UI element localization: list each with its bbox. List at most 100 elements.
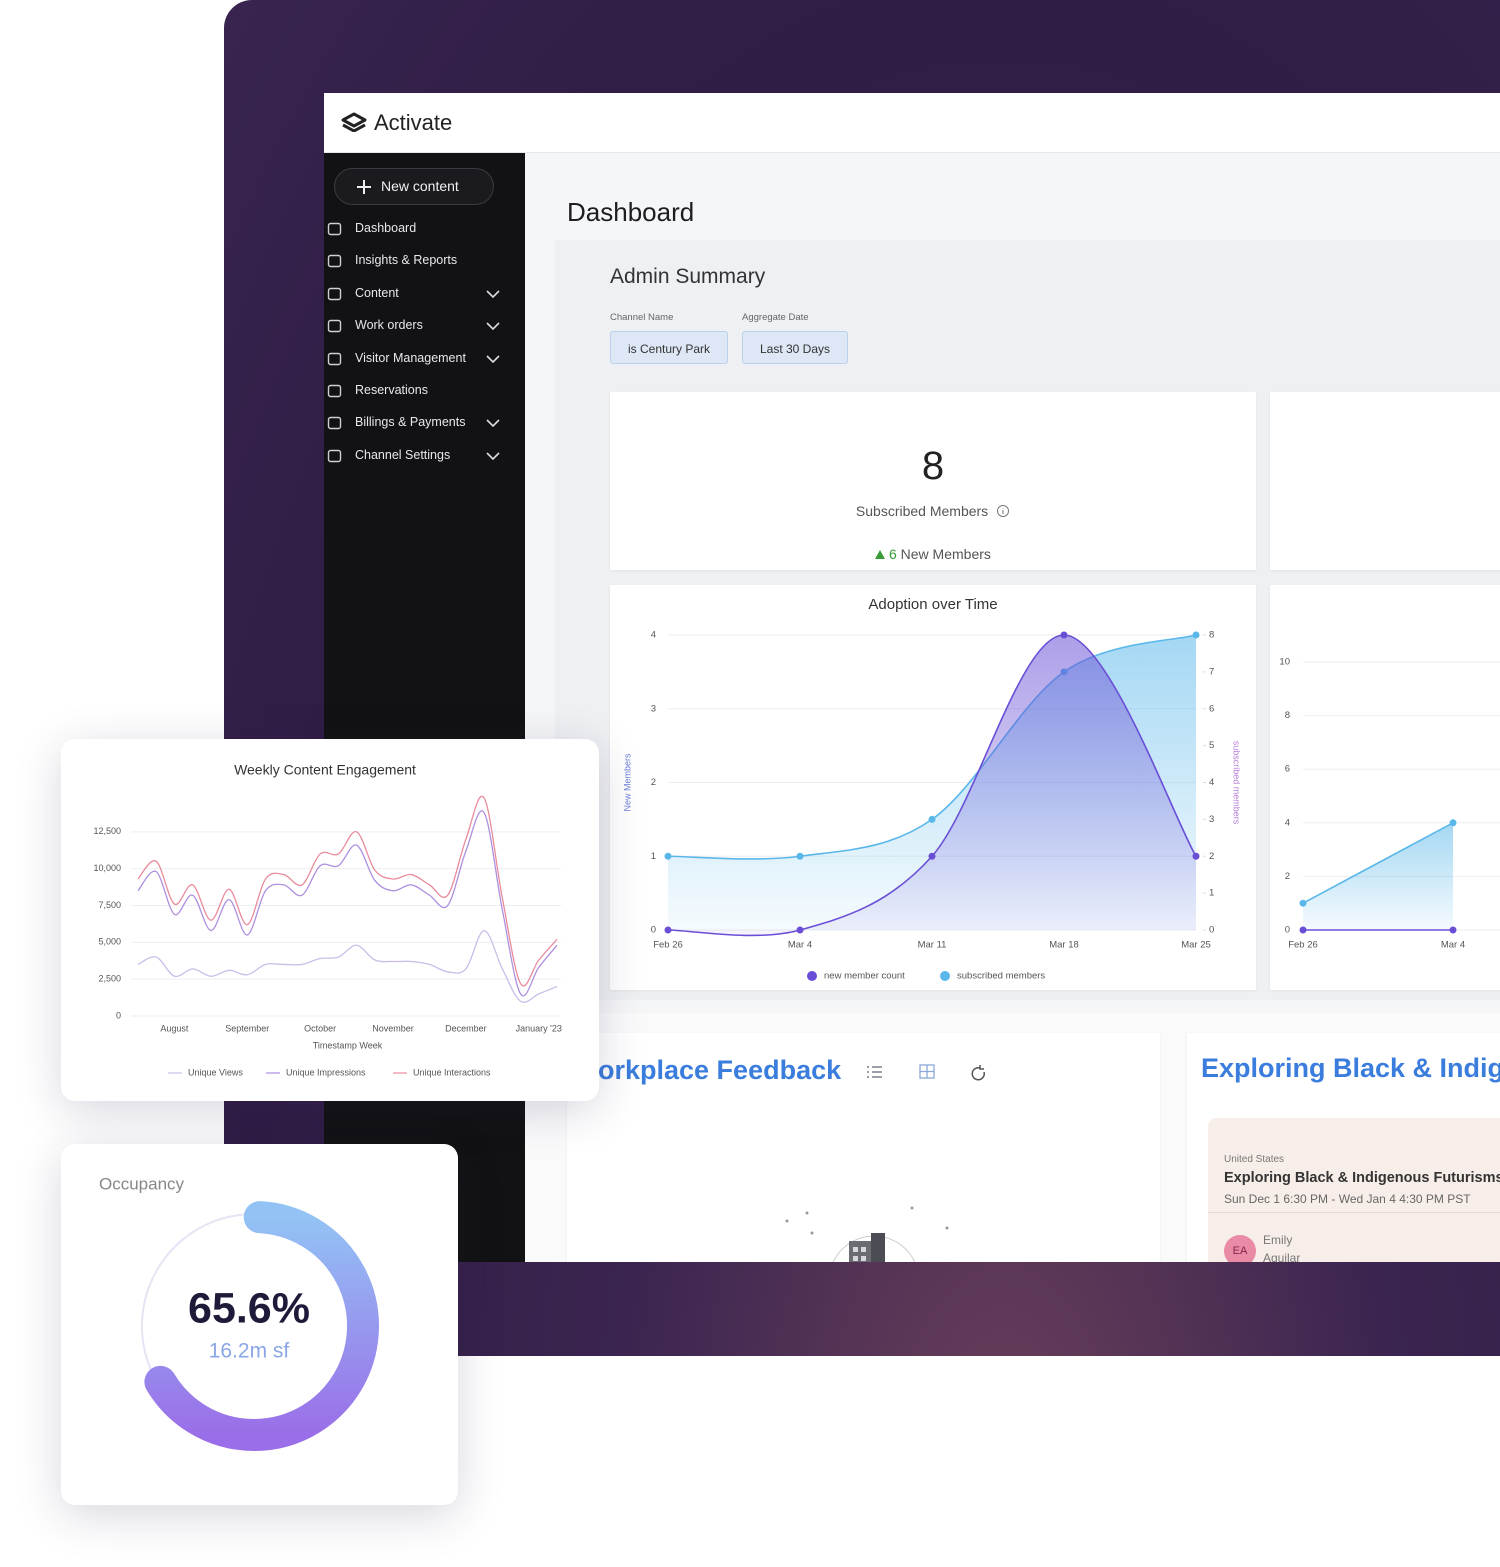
y-tick-label: 3	[651, 703, 656, 714]
chart-card: 0 2 4 6 8 10 Feb 26 Mar 4	[1270, 585, 1500, 990]
legend-label: Unique Views	[188, 1067, 243, 1077]
x-tick-label: December	[445, 1023, 487, 1033]
filter-pill[interactable]: Last 30 Days	[742, 331, 848, 364]
y-tick-label: 2	[651, 777, 656, 788]
nav-item[interactable]: Visitor Management	[324, 347, 525, 371]
nav-label: Visitor Management	[355, 350, 466, 365]
nav-icon	[327, 287, 342, 300]
legend-label: subscribed members	[957, 971, 1045, 982]
x-tick-label: Mar 18	[1049, 940, 1079, 951]
line	[1302, 822, 1454, 904]
chevron[interactable]	[486, 419, 500, 428]
nav-icon	[327, 255, 342, 268]
nav-item[interactable]: Dashboard	[324, 217, 525, 241]
toolbar-icons	[867, 1064, 985, 1081]
events-title: Exploring Black & Indigenous Futurisms	[1201, 1053, 1500, 1083]
nav-item[interactable]: Work orders	[324, 314, 525, 338]
point	[1192, 631, 1200, 639]
gauge-arc	[144, 1201, 379, 1451]
x-tick-label: Mar 4	[1441, 940, 1465, 951]
line	[137, 929, 558, 1003]
x-axis-label: Timestamp Week	[313, 1040, 383, 1050]
occupancy-card: Occupancy 65.6% 16.2m sf	[61, 1144, 458, 1505]
nav-item[interactable]: Content	[324, 282, 525, 306]
chevron[interactable]	[486, 355, 500, 364]
logo-icon	[341, 112, 367, 132]
nav-icon	[327, 417, 342, 430]
y-tick-label: 10,000	[93, 863, 121, 873]
nav-icon	[327, 352, 342, 365]
y-tick-label: 2	[1285, 871, 1290, 882]
new-content-button[interactable]: New content	[334, 168, 494, 205]
x-tick-label: Feb 26	[653, 940, 683, 951]
y-tick-label: 0	[116, 1010, 121, 1020]
stat-value: 8	[921, 444, 945, 488]
filter-pill[interactable]: is Century Park	[610, 331, 728, 364]
area	[668, 635, 1196, 936]
y-tick-label: 6	[1285, 764, 1290, 775]
y-tick-label: 10	[1279, 657, 1290, 668]
info-icon[interactable]	[996, 504, 1010, 518]
refresh-icon[interactable]	[971, 1065, 985, 1081]
list-icon[interactable]	[867, 1066, 882, 1078]
chart-card: Adoption over Time 0 1 2 3 4 0 1 2 3 4 5 6 7 8 Feb 26 Ma…	[610, 585, 1256, 990]
grid-icon[interactable]	[919, 1064, 935, 1079]
point	[796, 852, 804, 860]
feedback-title: Workplace Feedback	[597, 1055, 842, 1085]
engagement-card: Weekly Content Engagement 0 2,500 5,000 7,50…	[61, 739, 599, 1101]
point	[1299, 899, 1307, 907]
building-illustration	[785, 1206, 949, 1262]
page-title: Dashboard	[567, 197, 695, 227]
y-axis-label: New Members	[622, 753, 632, 812]
y-tick-label: 4	[1285, 817, 1290, 828]
point	[1449, 926, 1457, 934]
engagement-chart: Weekly Content Engagement 0 2,500 5,000 7,50…	[93, 762, 562, 1078]
point	[664, 926, 672, 934]
y2-tick-label: 5	[1209, 740, 1214, 751]
y-tick-label: 2,500	[98, 974, 121, 984]
chevron[interactable]	[486, 290, 500, 299]
event-dates: Sun Dec 1 6:30 PM - Wed Jan 4 4:30 PM PS…	[1224, 1192, 1471, 1206]
point	[928, 815, 936, 823]
point	[796, 926, 804, 934]
y2-tick-label: 2	[1209, 851, 1214, 862]
area	[1303, 822, 1453, 930]
x-tick-label: January '23	[516, 1023, 562, 1033]
y2-tick-label: 3	[1209, 814, 1214, 825]
stat-label-text: Subscribed Members	[855, 503, 989, 519]
chart-title: Weekly Content Engagement	[234, 762, 416, 778]
y2-axis-label: subscribed members	[1232, 741, 1242, 825]
line	[137, 810, 558, 997]
nav-label: Billings & Payments	[355, 415, 466, 430]
x-tick-label: September	[225, 1023, 269, 1033]
occupancy-gauge: Occupancy 65.6% 16.2m sf	[99, 1174, 379, 1451]
gauge-area: 16.2m sf	[209, 1340, 290, 1363]
nav-item[interactable]: Reservations	[324, 379, 525, 403]
point	[1449, 819, 1457, 827]
point	[1192, 852, 1200, 860]
nav-label: Insights & Reports	[355, 253, 458, 268]
chevron[interactable]	[486, 322, 500, 331]
nav-item[interactable]: Billings & Payments	[324, 411, 525, 435]
nav-item[interactable]: Channel Settings	[324, 444, 525, 468]
legend-marker	[940, 971, 950, 981]
y2-tick-label: 7	[1209, 666, 1214, 677]
chevron[interactable]	[486, 452, 500, 461]
y-tick-label: 4	[651, 630, 656, 641]
nav-item[interactable]: Insights & Reports	[324, 249, 525, 273]
host-first-name: Emily	[1263, 1233, 1293, 1247]
x-tick-label: Mar 4	[788, 940, 812, 951]
stat-card	[1270, 392, 1500, 570]
y-tick-label: 7,500	[98, 900, 121, 910]
nav-icon	[327, 222, 342, 236]
event-card[interactable]: United States Exploring Black & Indigeno…	[1208, 1118, 1500, 1262]
y-tick-label: 1	[651, 851, 656, 862]
divider	[1208, 1212, 1500, 1213]
y-tick-label: 12,500	[93, 826, 121, 836]
y2-tick-label: 4	[1209, 777, 1214, 788]
delta-label: New Members	[900, 546, 991, 562]
nav-label: Content	[355, 285, 399, 300]
event-name: Exploring Black & Indigenous Futurisms	[1224, 1170, 1500, 1186]
adoption-chart-2: 0 2 4 6 8 10 Feb 26 Mar 4	[1279, 657, 1500, 951]
